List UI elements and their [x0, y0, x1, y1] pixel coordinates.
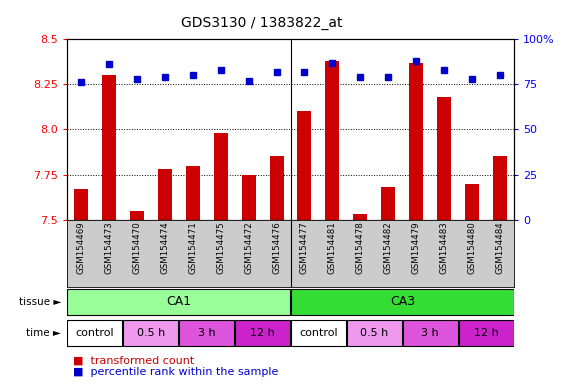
Text: GSM154469: GSM154469 — [76, 222, 85, 274]
Bar — [459, 320, 514, 346]
Bar — [67, 290, 290, 315]
Bar — [353, 214, 367, 220]
Text: 3 h: 3 h — [421, 328, 439, 338]
Text: GSM154470: GSM154470 — [132, 222, 141, 275]
Bar — [325, 61, 339, 220]
Bar — [437, 97, 451, 220]
Text: ■  transformed count: ■ transformed count — [73, 355, 194, 365]
Bar — [291, 290, 514, 315]
Bar — [74, 189, 88, 220]
Text: CA3: CA3 — [390, 295, 415, 308]
Text: GSM154474: GSM154474 — [160, 222, 169, 275]
Text: control: control — [76, 328, 114, 338]
Text: GSM154472: GSM154472 — [244, 222, 253, 275]
Bar — [123, 320, 178, 346]
Bar — [347, 320, 402, 346]
Text: 3 h: 3 h — [198, 328, 216, 338]
Bar — [410, 63, 424, 220]
Text: GSM154476: GSM154476 — [272, 222, 281, 275]
Text: GSM154483: GSM154483 — [440, 222, 449, 275]
Text: GSM154478: GSM154478 — [356, 222, 365, 275]
Text: GSM154481: GSM154481 — [328, 222, 337, 275]
Text: GDS3130 / 1383822_at: GDS3130 / 1383822_at — [181, 16, 342, 30]
Text: ■  percentile rank within the sample: ■ percentile rank within the sample — [73, 367, 278, 377]
Bar — [214, 133, 228, 220]
Bar — [242, 174, 256, 220]
Text: GSM154480: GSM154480 — [468, 222, 477, 275]
Bar — [291, 320, 346, 346]
Bar — [179, 320, 234, 346]
Bar — [186, 166, 200, 220]
Bar — [493, 157, 507, 220]
Text: 12 h: 12 h — [474, 328, 498, 338]
Bar — [157, 169, 171, 220]
Bar — [381, 187, 395, 220]
Text: GSM154473: GSM154473 — [104, 222, 113, 275]
Text: GSM154482: GSM154482 — [384, 222, 393, 275]
Bar — [270, 157, 284, 220]
Text: 0.5 h: 0.5 h — [137, 328, 165, 338]
Text: GSM154477: GSM154477 — [300, 222, 309, 275]
Text: CA1: CA1 — [166, 295, 191, 308]
Bar — [67, 320, 122, 346]
Text: 0.5 h: 0.5 h — [360, 328, 389, 338]
Bar — [403, 320, 458, 346]
Text: tissue ►: tissue ► — [19, 297, 61, 308]
Text: GSM154475: GSM154475 — [216, 222, 225, 275]
Text: control: control — [299, 328, 338, 338]
Text: GSM154484: GSM154484 — [496, 222, 505, 275]
Bar — [297, 111, 311, 220]
Bar — [465, 184, 479, 220]
Text: GSM154471: GSM154471 — [188, 222, 197, 275]
Bar — [102, 75, 116, 220]
Text: time ►: time ► — [26, 328, 61, 338]
Bar — [130, 210, 144, 220]
Text: 12 h: 12 h — [250, 328, 275, 338]
Text: GSM154479: GSM154479 — [412, 222, 421, 274]
Bar — [235, 320, 290, 346]
